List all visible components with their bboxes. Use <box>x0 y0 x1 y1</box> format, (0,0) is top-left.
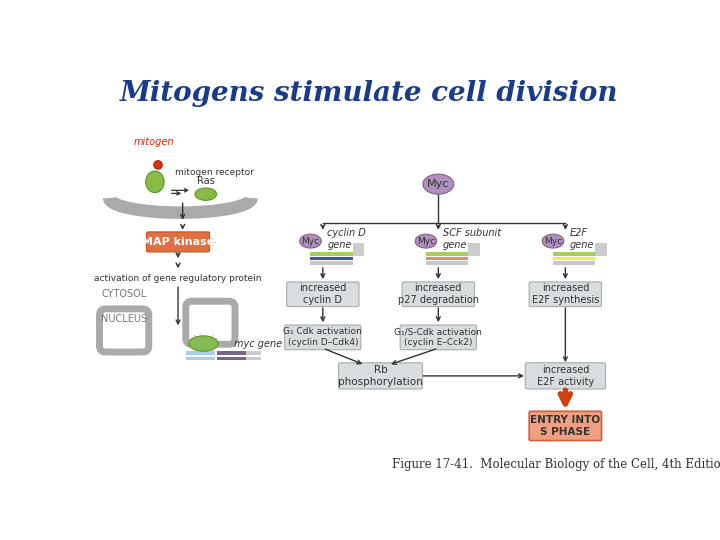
FancyBboxPatch shape <box>526 363 606 389</box>
Ellipse shape <box>423 174 454 194</box>
Bar <box>426 261 468 265</box>
Ellipse shape <box>542 234 564 248</box>
Text: Figure 17-41.  Molecular Biology of the Cell, 4th Edition: Figure 17-41. Molecular Biology of the C… <box>392 458 720 471</box>
FancyBboxPatch shape <box>284 325 361 350</box>
Ellipse shape <box>189 336 218 351</box>
Bar <box>186 356 215 361</box>
Bar <box>246 356 261 361</box>
FancyBboxPatch shape <box>402 282 474 307</box>
Text: Mitogens stimulate cell division: Mitogens stimulate cell division <box>120 80 618 107</box>
Text: increased
p27 degradation: increased p27 degradation <box>397 283 479 306</box>
FancyBboxPatch shape <box>146 232 210 252</box>
Bar <box>310 261 353 265</box>
Text: increased
E2F activity: increased E2F activity <box>536 364 594 387</box>
Text: activation of gene regulatory protein: activation of gene regulatory protein <box>94 274 262 282</box>
Bar <box>426 256 468 260</box>
Bar <box>246 351 261 355</box>
Bar <box>217 356 246 361</box>
Text: G₁/S-Cdk activation
(cyclin E–Cck2): G₁/S-Cdk activation (cyclin E–Cck2) <box>395 327 482 347</box>
Bar <box>553 256 595 260</box>
Bar <box>353 242 364 256</box>
Text: ENTRY INTO
S PHASE: ENTRY INTO S PHASE <box>531 415 600 437</box>
Text: Myc: Myc <box>544 237 562 246</box>
Ellipse shape <box>415 234 437 248</box>
Text: increased
cyclin D: increased cyclin D <box>299 283 346 306</box>
Text: increased
E2F synthesis: increased E2F synthesis <box>531 283 599 306</box>
Text: mitogen: mitogen <box>134 137 175 147</box>
Text: SCF subunit
gene: SCF subunit gene <box>443 228 501 250</box>
Text: myc gene: myc gene <box>234 339 282 348</box>
Bar <box>217 351 246 355</box>
Text: Myc: Myc <box>427 179 449 189</box>
Bar <box>468 242 480 256</box>
Text: MAP kinase: MAP kinase <box>142 237 214 247</box>
FancyBboxPatch shape <box>529 411 601 441</box>
Ellipse shape <box>145 171 164 193</box>
Text: cyclin D
gene: cyclin D gene <box>328 228 366 250</box>
Text: mitogen receptor: mitogen receptor <box>175 168 254 177</box>
Bar <box>553 252 595 256</box>
FancyBboxPatch shape <box>529 282 601 307</box>
Bar <box>310 256 353 260</box>
Text: Myc: Myc <box>302 237 320 246</box>
Ellipse shape <box>195 188 217 200</box>
Ellipse shape <box>300 234 321 248</box>
Text: Ras: Ras <box>197 177 215 186</box>
Bar <box>595 242 607 256</box>
Bar <box>553 261 595 265</box>
Bar <box>426 252 468 256</box>
FancyBboxPatch shape <box>338 363 423 389</box>
Text: Rb
phosphorylation: Rb phosphorylation <box>338 364 423 387</box>
FancyBboxPatch shape <box>287 282 359 307</box>
FancyBboxPatch shape <box>400 325 477 350</box>
Ellipse shape <box>154 161 162 169</box>
Text: CYTOSOL: CYTOSOL <box>101 289 146 299</box>
Bar <box>310 252 353 256</box>
Text: NUCLEUS: NUCLEUS <box>101 314 147 324</box>
Text: G₁ Cdk activation
(cyclin D–Cdk4): G₁ Cdk activation (cyclin D–Cdk4) <box>284 327 362 347</box>
Bar <box>186 351 215 355</box>
Text: E2F
gene: E2F gene <box>570 228 594 250</box>
Text: Myc: Myc <box>417 237 435 246</box>
